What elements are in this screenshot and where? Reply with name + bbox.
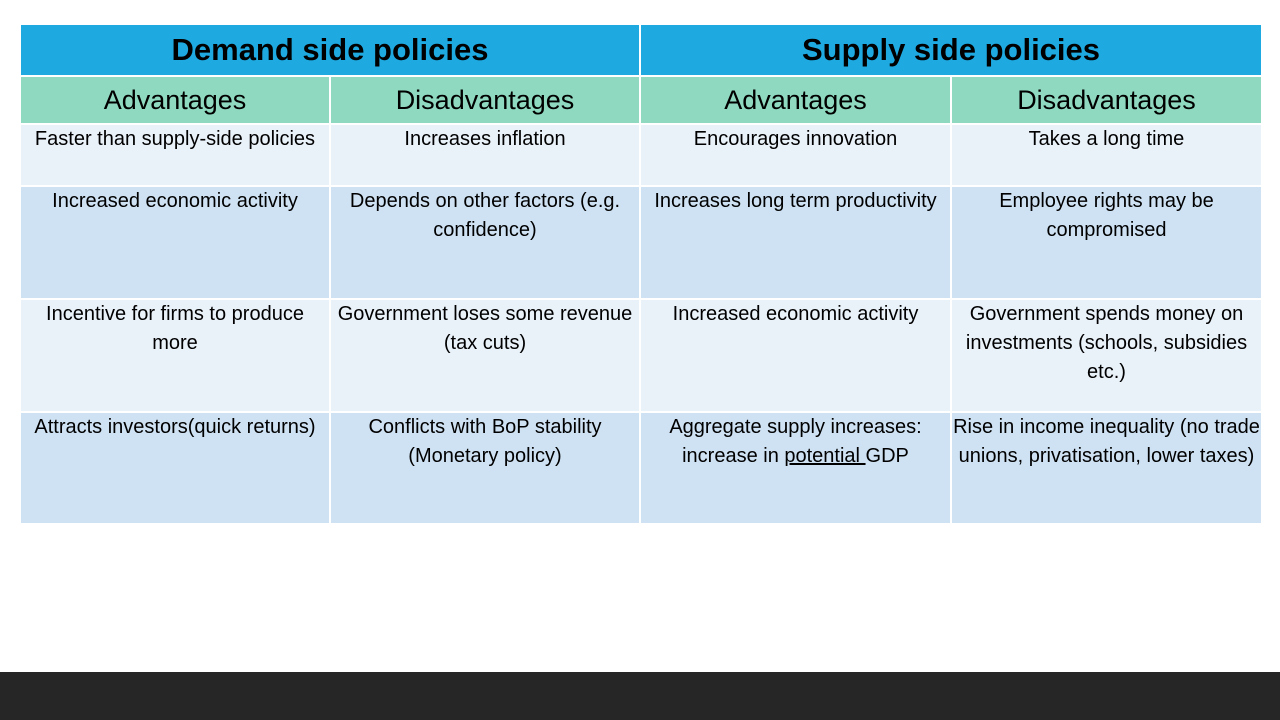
table-cell: Conflicts with BoP stability (Monetary p… [329, 411, 641, 525]
table-cell: Increased economic activity [639, 298, 952, 413]
table-cell: Incentive for firms to produce more [19, 298, 331, 413]
demand-disadvantages-header: Disadvantages [329, 75, 641, 125]
table-row: Attracts investors(quick returns) Confli… [19, 411, 1263, 525]
table-cell: Increases long term productivity [639, 185, 952, 300]
table-cell: Government spends money on investments (… [950, 298, 1263, 413]
policy-comparison-table: Demand side policies Supply side policie… [19, 23, 1263, 525]
table-cell: Rise in income inequality (no trade unio… [950, 411, 1263, 525]
table-cell: Encourages innovation [639, 123, 952, 187]
bottom-bar [0, 672, 1280, 720]
table-cell: Faster than supply-side policies [19, 123, 331, 187]
table-row: Faster than supply-side policies Increas… [19, 123, 1263, 187]
demand-advantages-header: Advantages [19, 75, 331, 125]
table-cell: Depends on other factors (e.g. confidenc… [329, 185, 641, 300]
table-cell: Increased economic activity [19, 185, 331, 300]
table-cell: Attracts investors(quick returns) [19, 411, 331, 525]
supply-disadvantages-header: Disadvantages [950, 75, 1263, 125]
underlined-text: potential [784, 445, 866, 467]
supply-advantages-header: Advantages [639, 75, 952, 125]
table-row: Incentive for firms to produce more Gove… [19, 298, 1263, 413]
table-cell: Government loses some revenue (tax cuts) [329, 298, 641, 413]
cell-text: GDP [865, 445, 909, 467]
supply-side-header: Supply side policies [639, 23, 1263, 77]
cell-text: Aggregate supply increases: increase in [669, 416, 922, 467]
table-cell: Takes a long time [950, 123, 1263, 187]
table-cell: Increases inflation [329, 123, 641, 187]
demand-side-header: Demand side policies [19, 23, 641, 77]
group-header-row: Demand side policies Supply side policie… [19, 23, 1263, 77]
table-cell: Employee rights may be compromised [950, 185, 1263, 300]
table-row: Increased economic activity Depends on o… [19, 185, 1263, 300]
sub-header-row: Advantages Disadvantages Advantages Disa… [19, 75, 1263, 125]
table-cell-potential-gdp: Aggregate supply increases: increase in … [639, 411, 952, 525]
slide: Demand side policies Supply side policie… [19, 23, 1263, 525]
